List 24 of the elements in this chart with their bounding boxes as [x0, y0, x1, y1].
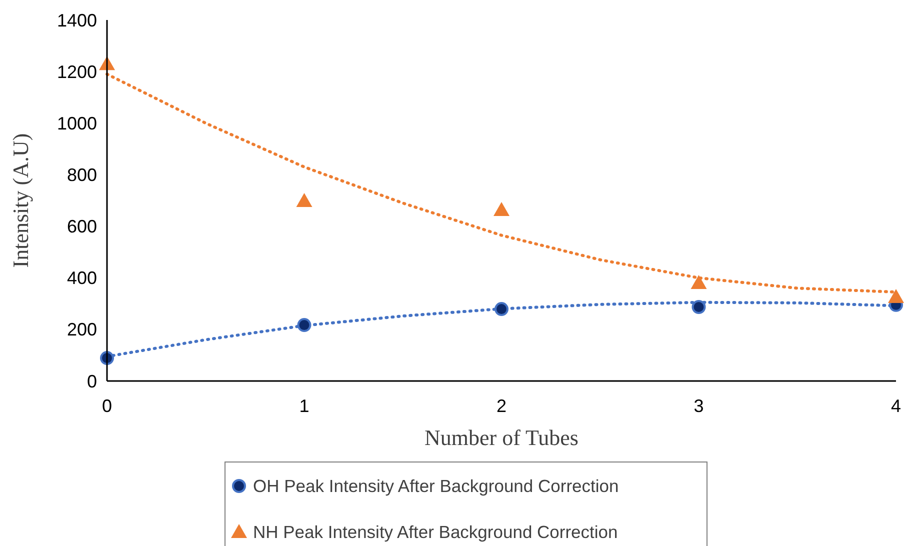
- point: [494, 302, 508, 316]
- x-tick-label: 1: [299, 396, 310, 416]
- x-tick-label: 4: [890, 396, 902, 416]
- legend-label: NH Peak Intensity After Background Correction: [253, 522, 618, 542]
- y-tick-label: 1200: [56, 62, 97, 82]
- x-tick-label: 0: [102, 396, 112, 416]
- x-axis-title: Number of Tubes: [424, 425, 579, 450]
- y-tick-label: 600: [66, 216, 97, 237]
- y-tick-label: 1000: [56, 113, 97, 134]
- y-tick-label: 400: [66, 268, 97, 288]
- y-tick-label: 200: [66, 320, 97, 340]
- point: [692, 300, 706, 314]
- x-tick-label: 2: [496, 396, 507, 416]
- legend-label: OH Peak Intensity After Background Correction: [253, 476, 619, 496]
- y-tick-label: 1400: [56, 10, 97, 30]
- y-tick-label: 0: [86, 371, 97, 392]
- point: [888, 288, 904, 303]
- point: [296, 193, 312, 208]
- x-tick-label: 3: [694, 396, 704, 416]
- y-tick-label: 800: [66, 165, 97, 186]
- y-axis-title: Intensity (A.U): [8, 133, 33, 268]
- point: [690, 275, 707, 290]
- point: [494, 202, 510, 216]
- point: [297, 318, 312, 332]
